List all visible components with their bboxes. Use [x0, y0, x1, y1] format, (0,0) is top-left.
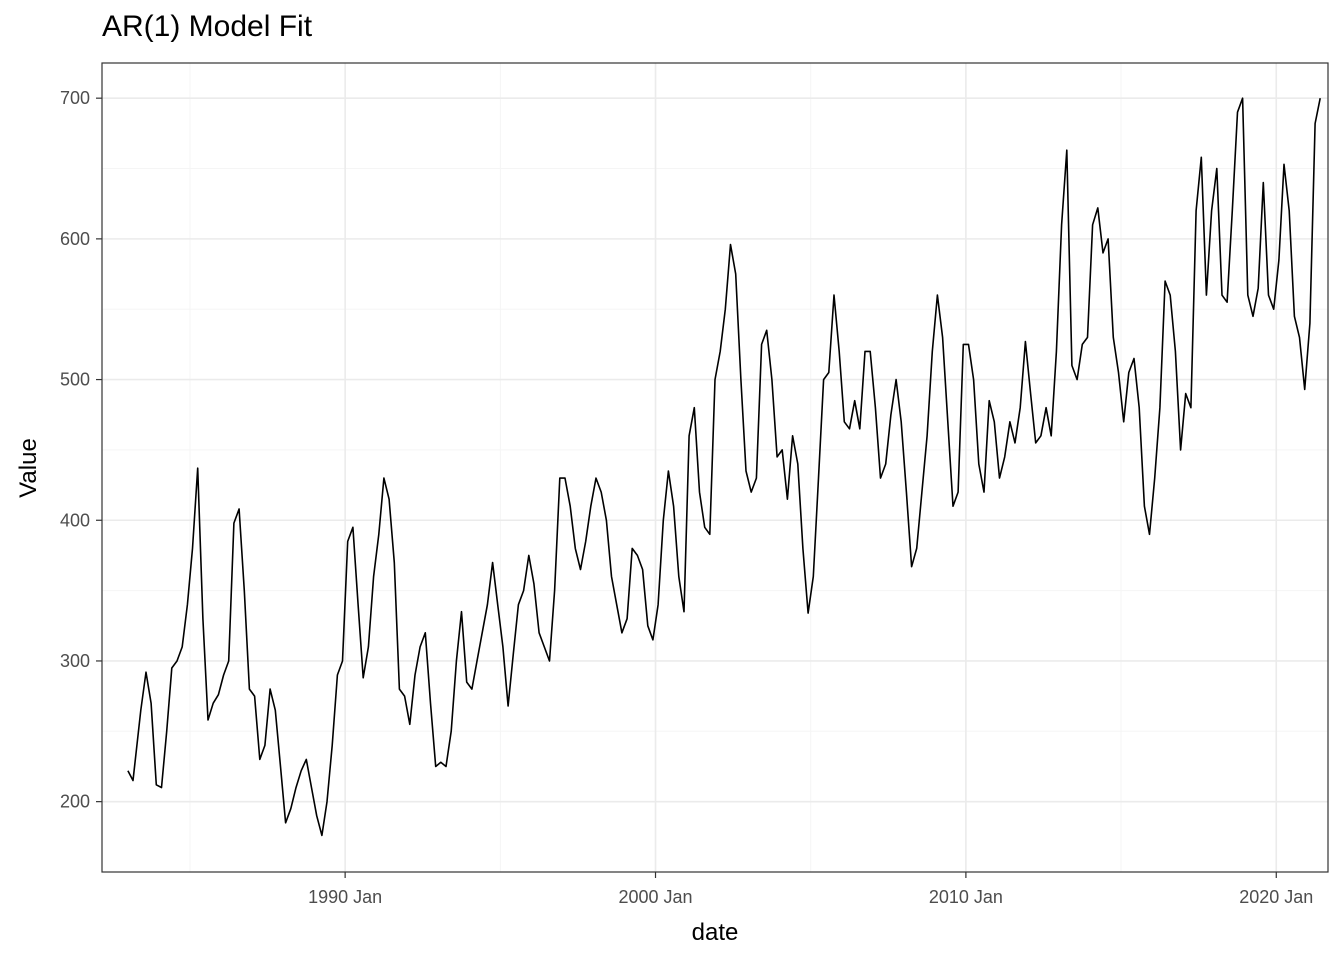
y-axis: 200 300 400 500 600 700 [60, 88, 102, 812]
x-axis-title: date [692, 919, 739, 946]
minor-gridlines [102, 63, 1328, 872]
chart-title: AR(1) Model Fit [102, 10, 313, 43]
y-tick-label: 400 [60, 510, 90, 530]
y-axis-title: Value [15, 438, 42, 498]
x-tick-label: 2020 Jan [1239, 887, 1313, 907]
x-tick-label: 1990 Jan [308, 887, 382, 907]
y-tick-label: 600 [60, 229, 90, 249]
x-tick-label: 2010 Jan [929, 887, 1003, 907]
series-layer [127, 97, 1321, 837]
major-gridlines [102, 63, 1328, 872]
y-tick-label: 300 [60, 651, 90, 671]
x-axis: 1990 Jan 2000 Jan 2010 Jan 2020 Jan [308, 872, 1313, 907]
x-tick-label: 2000 Jan [618, 887, 692, 907]
series-line-1 [127, 97, 1321, 837]
y-tick-label: 700 [60, 88, 90, 108]
plot-panel-border [101, 62, 1329, 873]
y-tick-label: 200 [60, 792, 90, 812]
y-tick-label: 500 [60, 370, 90, 390]
